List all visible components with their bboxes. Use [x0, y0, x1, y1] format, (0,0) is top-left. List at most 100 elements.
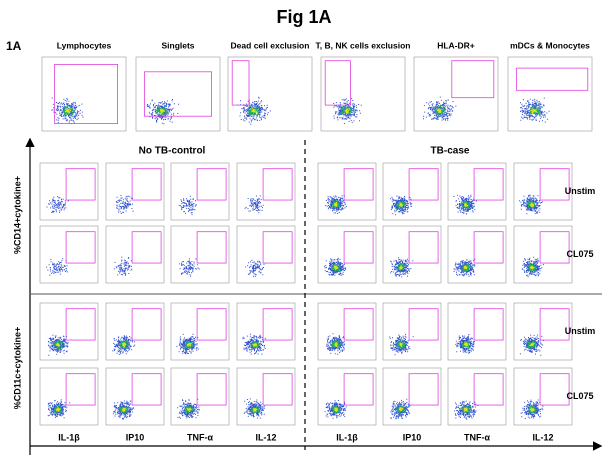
plot-frame: [105, 162, 165, 221]
dot-cloud: [530, 265, 535, 270]
y-axis-label: %CD11c+cytokine+: [12, 327, 22, 410]
gate: [408, 373, 439, 406]
dot-cloud: [529, 342, 534, 347]
plot-frame: [382, 162, 442, 221]
plot-frame: [170, 225, 230, 284]
dot-cloud: [333, 202, 338, 207]
dot-cloud: [463, 265, 468, 270]
gate: [65, 231, 96, 264]
dot-cloud: [55, 342, 60, 347]
gate: [196, 308, 227, 341]
figure-title: Fig 1A: [276, 7, 331, 27]
plot-frame: [317, 162, 377, 221]
gate: [196, 168, 227, 201]
dot-cloud: [334, 342, 338, 347]
gate: [262, 231, 293, 264]
gating-label: Singlets: [161, 40, 194, 50]
plot-frame: [105, 302, 165, 361]
dot-cloud: [464, 202, 469, 207]
gate: [65, 168, 96, 201]
dot-cloud: [399, 342, 403, 347]
plot-frame: [382, 302, 442, 361]
gate: [262, 308, 293, 341]
gating-label: T, B, NK cells exclusion: [316, 40, 411, 50]
gate: [343, 168, 374, 201]
dot-cloud: [122, 407, 127, 412]
dot-cloud: [244, 195, 264, 214]
gate: [473, 308, 504, 341]
dot-cloud: [178, 195, 197, 216]
dot-cloud: [245, 259, 265, 277]
gate: [131, 308, 162, 341]
gate: [408, 231, 439, 264]
dot-cloud: [113, 256, 133, 276]
gate: [539, 168, 570, 201]
plot-frame: [513, 162, 573, 221]
gate: [131, 373, 162, 406]
plot-frame: [382, 367, 442, 426]
dot-cloud: [333, 265, 338, 270]
gating-label: HLA-DR+: [437, 40, 475, 50]
dot-cloud: [179, 258, 200, 277]
gate: [408, 308, 439, 341]
gate: [324, 60, 351, 106]
plot-frame: [382, 225, 442, 284]
dot-cloud: [253, 407, 258, 412]
panel-label: 1A: [6, 39, 22, 53]
plot-frame: [413, 56, 499, 132]
plot-frame: [135, 56, 221, 132]
column-label: IP10: [126, 432, 145, 442]
plot-frame: [236, 367, 296, 426]
dot-cloud: [251, 108, 257, 113]
gate: [516, 67, 589, 91]
gate: [473, 231, 504, 264]
plot-frame: [236, 162, 296, 221]
gate: [131, 168, 162, 201]
gate: [451, 60, 495, 99]
dot-cloud: [334, 407, 338, 412]
dot-cloud: [160, 108, 165, 114]
gate: [539, 308, 570, 341]
column-label: TNF-α: [464, 432, 490, 442]
dot-cloud: [146, 99, 180, 125]
dot-cloud: [463, 342, 469, 347]
column-label: IL-1β: [336, 432, 358, 442]
plot-frame: [39, 225, 99, 284]
gate: [143, 71, 212, 117]
dot-cloud: [186, 342, 192, 347]
dot-cloud: [436, 108, 442, 113]
gating-label: mDCs & Monocytes: [510, 40, 590, 50]
plot-frame: [39, 302, 99, 361]
dot-cloud: [529, 407, 535, 413]
plot-frame: [317, 225, 377, 284]
dot-cloud: [390, 398, 411, 420]
plot-frame: [320, 56, 406, 132]
plot-frame: [513, 225, 573, 284]
gate: [196, 373, 227, 406]
plot-frame: [317, 302, 377, 361]
plot-frame: [105, 367, 165, 426]
plot-frame: [317, 367, 377, 426]
plot-frame: [513, 367, 573, 426]
group-header: No TB-control: [139, 146, 206, 157]
row-label: Unstim: [565, 326, 596, 336]
group-header: TB-case: [431, 146, 470, 157]
y-axis-label: %CD14+cytokine+: [12, 176, 22, 254]
dot-cloud: [115, 195, 134, 214]
dot-cloud: [399, 202, 403, 207]
gate: [262, 373, 293, 406]
plot-frame: [513, 302, 573, 361]
dot-cloud: [243, 398, 265, 419]
plot-frame: [39, 367, 99, 426]
plot-frame: [447, 302, 507, 361]
gating-label: Lymphocytes: [57, 40, 112, 50]
gate: [262, 168, 293, 201]
plot-frame: [236, 302, 296, 361]
dot-cloud: [530, 108, 537, 114]
dot-cloud: [344, 108, 350, 114]
plot-frame: [39, 162, 99, 221]
dot-cloud: [65, 108, 71, 114]
gate: [231, 60, 250, 106]
row-label: CL075: [566, 391, 593, 401]
